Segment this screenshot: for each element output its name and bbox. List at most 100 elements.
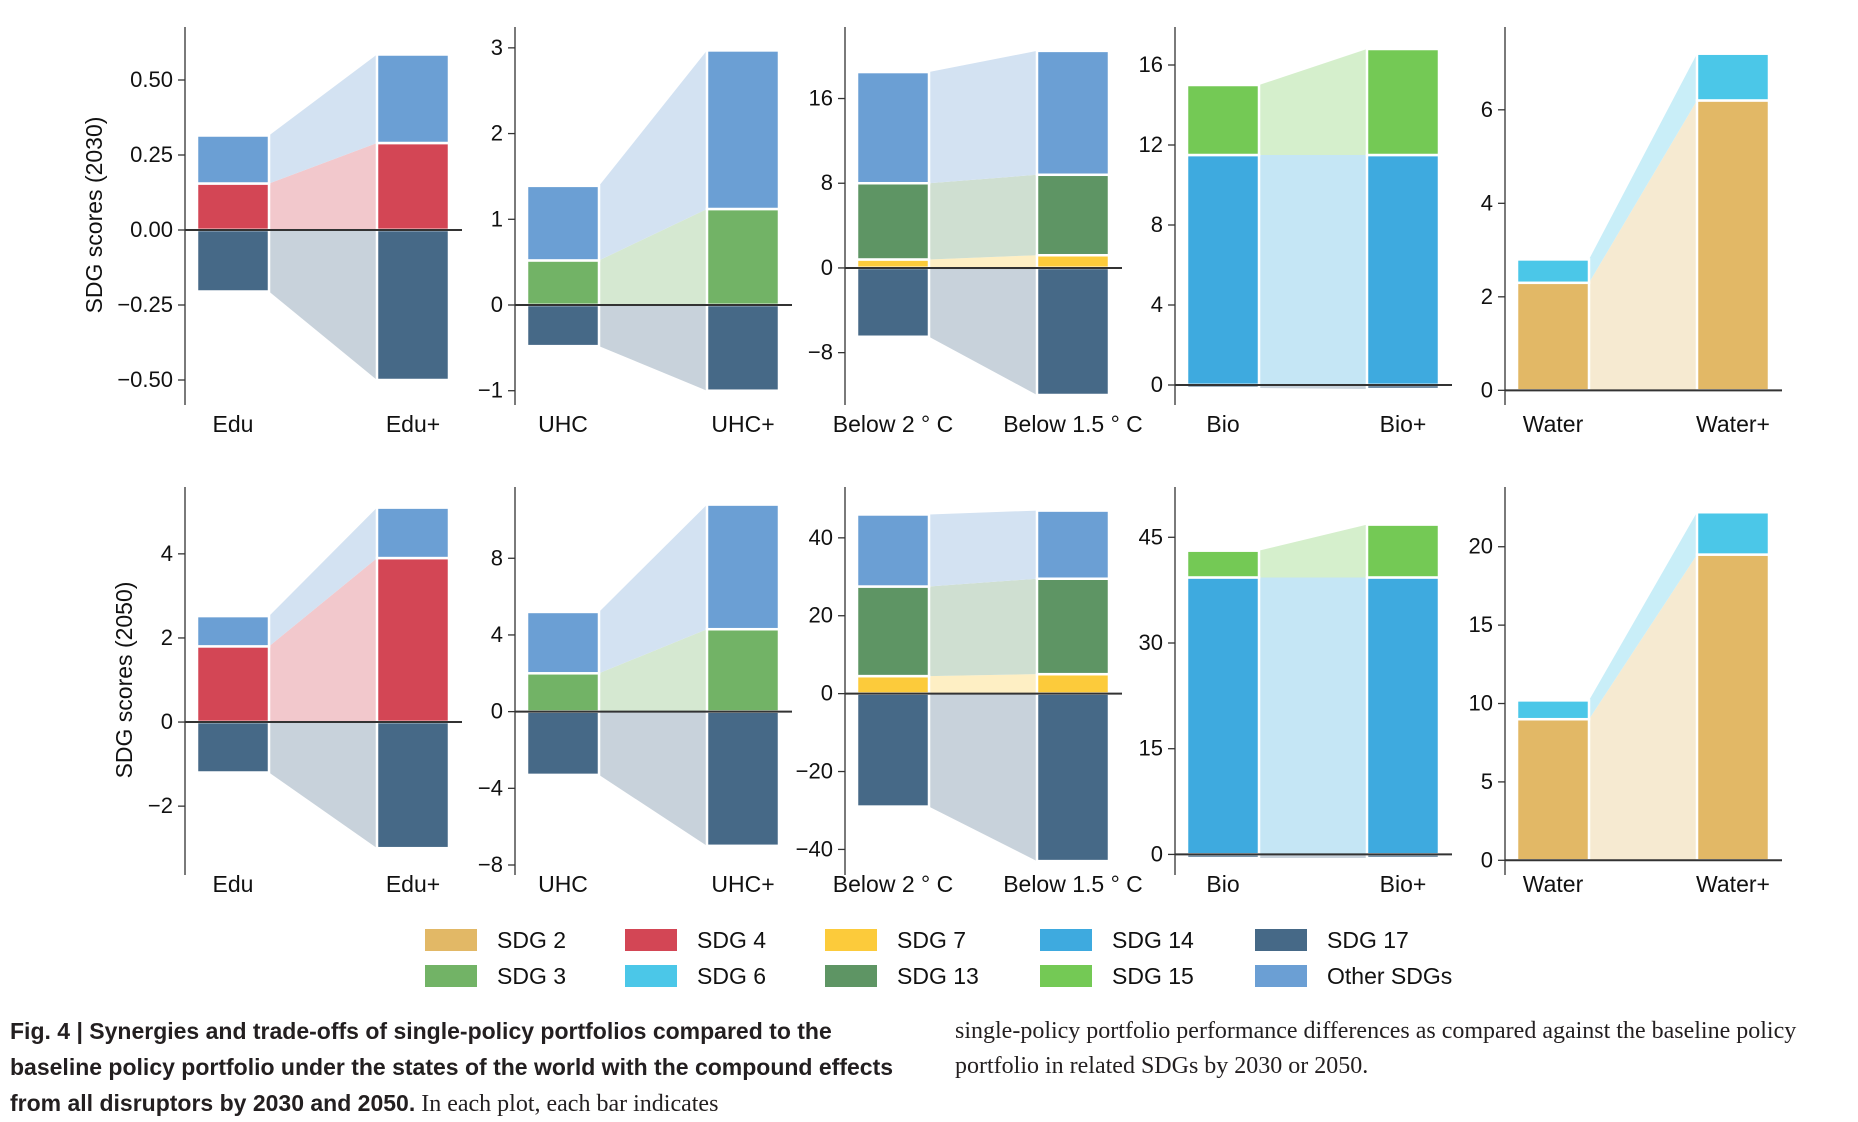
y-tick-label: 4 [1151,292,1163,317]
bar-other-sdgs [855,70,931,185]
panel-2050-4: 0 5 10 15 20 Water Water+ [1469,487,1782,897]
panel-2050-2: −40 −20 0 20 40 Below 2 ° C Below 1.5 ° C [796,487,1143,897]
ribbon-sdg-2 [1589,554,1697,861]
bar-sdg-15 [1365,523,1441,579]
y-tick-label: 0 [1151,841,1163,866]
bar-sdg-7 [1035,253,1111,270]
bar-sdg-17 [705,303,781,392]
ribbon-sdg-7 [929,255,1037,268]
legend-swatch [1255,965,1307,987]
bar-sdg-13 [855,585,931,678]
x-tick-label: Below 2 ° C [833,871,953,897]
ribbon-sdg-17 [929,693,1037,862]
y-tick-label: 16 [809,86,833,111]
y-tick-label: 4 [161,541,173,566]
x-tick-label: UHC [538,411,588,437]
x-tick-label: UHC [538,871,588,897]
y-tick-label: 10 [1469,691,1493,716]
bar-sdg-6 [1515,258,1591,285]
bar-other-sdgs [195,134,271,185]
legend-label: SDG 15 [1112,963,1194,989]
bar-sdg-17 [1035,266,1111,397]
panel-2050-1: −8 −4 0 4 8 UHC UHC+ [478,487,792,897]
y-tick-label: 0 [491,699,503,724]
y-tick-label: −8 [808,340,833,365]
bar-sdg-15 [1365,47,1441,157]
bar-other-sdgs [1035,49,1111,177]
legend-label: SDG 6 [697,963,766,989]
y-tick-label: 0.00 [130,217,173,242]
legend-swatch [425,965,477,987]
bar-sdg-17 [525,710,601,777]
bar-sdg-14 [1365,576,1441,856]
x-tick-label: Water [1523,411,1584,437]
legend-swatch [825,929,877,951]
y-tick-label: 5 [1481,769,1493,794]
bar-sdg-13 [1035,173,1111,257]
bar-sdg-17 [195,228,271,293]
bar-other-sdgs [525,610,601,675]
y-tick-label: −0.25 [117,292,173,317]
y-tick-label: −0.50 [117,367,173,392]
y-tick-label: 4 [1481,190,1493,215]
y-tick-label: 0 [1151,372,1163,397]
legend-swatch [1255,929,1307,951]
y-tick-label: −2 [148,793,173,818]
bar-sdg-15 [1185,549,1261,579]
ribbon-other-sdgs [599,504,707,674]
y-tick-label: 2 [491,121,503,146]
bar-sdg-2 [1695,553,1771,862]
bar-sdg-7 [855,258,931,270]
y-tick-label: 4 [491,622,503,647]
ribbon-sdg-14 [1259,577,1367,855]
bar-other-sdgs [705,503,781,631]
legend-label: Other SDGs [1327,963,1452,989]
y-tick-label: 0 [491,292,503,317]
ribbon-sdg-17 [269,230,377,380]
y-tick-label: 12 [1139,132,1163,157]
bar-sdg-2 [1515,281,1591,392]
y-tick-label: 0 [821,255,833,280]
ribbon-other-sdgs [269,507,377,647]
ribbon-other-sdgs [599,50,707,261]
legend: SDG 2 SDG 3 SDG 4 SDG 6 SDG 7 SDG 13 SDG 14 SDG… [425,927,1452,989]
bar-sdg-4 [195,645,271,724]
ribbon-sdg-15 [1259,524,1367,578]
ribbon-sdg-6 [1589,53,1697,283]
x-tick-label: Bio+ [1380,871,1427,897]
y-axis-label: SDG scores (2030) [81,117,107,314]
y-tick-label: 45 [1139,524,1163,549]
bar-sdg-14 [1185,576,1261,856]
bar-sdg-14 [1185,153,1261,387]
bar-sdg-4 [195,182,271,232]
figure-caption-left: Fig. 4 | Synergies and trade-offs of sin… [10,1014,910,1122]
bar-sdg-2 [1695,99,1771,392]
ribbon-other-sdgs [269,54,377,184]
figure-caption-right: single-policy portfolio performance diff… [955,1018,1797,1079]
x-tick-label: Edu [213,411,254,437]
legend-label: SDG 4 [697,927,766,953]
y-tick-label: −20 [796,759,833,784]
x-tick-label: Edu+ [386,871,440,897]
legend-swatch [1040,929,1092,951]
y-tick-label: 15 [1469,612,1493,637]
y-tick-label: 8 [1151,212,1163,237]
x-tick-label: Below 2 ° C [833,411,953,437]
ribbon-sdg-3 [599,209,707,305]
bar-other-sdgs [1035,509,1111,580]
x-tick-label: Bio+ [1380,411,1427,437]
x-tick-label: Below 1.5 ° C [1003,871,1143,897]
bar-other-sdgs [375,506,451,560]
ribbon-other-sdgs [929,510,1037,587]
y-tick-label: 8 [491,545,503,570]
y-tick-label: −40 [796,836,833,861]
y-tick-label: 0 [821,681,833,706]
panel-2030-3: 0 4 8 12 16 Bio Bio+ [1139,27,1452,437]
ribbon-sdg-3 [599,629,707,712]
ribbon-other-sdgs [929,50,1037,184]
y-tick-label: 20 [1469,534,1493,559]
ribbon-sdg-13 [929,174,1037,260]
legend-label: SDG 7 [897,927,966,953]
y-tick-label: 0.50 [130,67,173,92]
bar-other-sdgs [375,53,451,145]
